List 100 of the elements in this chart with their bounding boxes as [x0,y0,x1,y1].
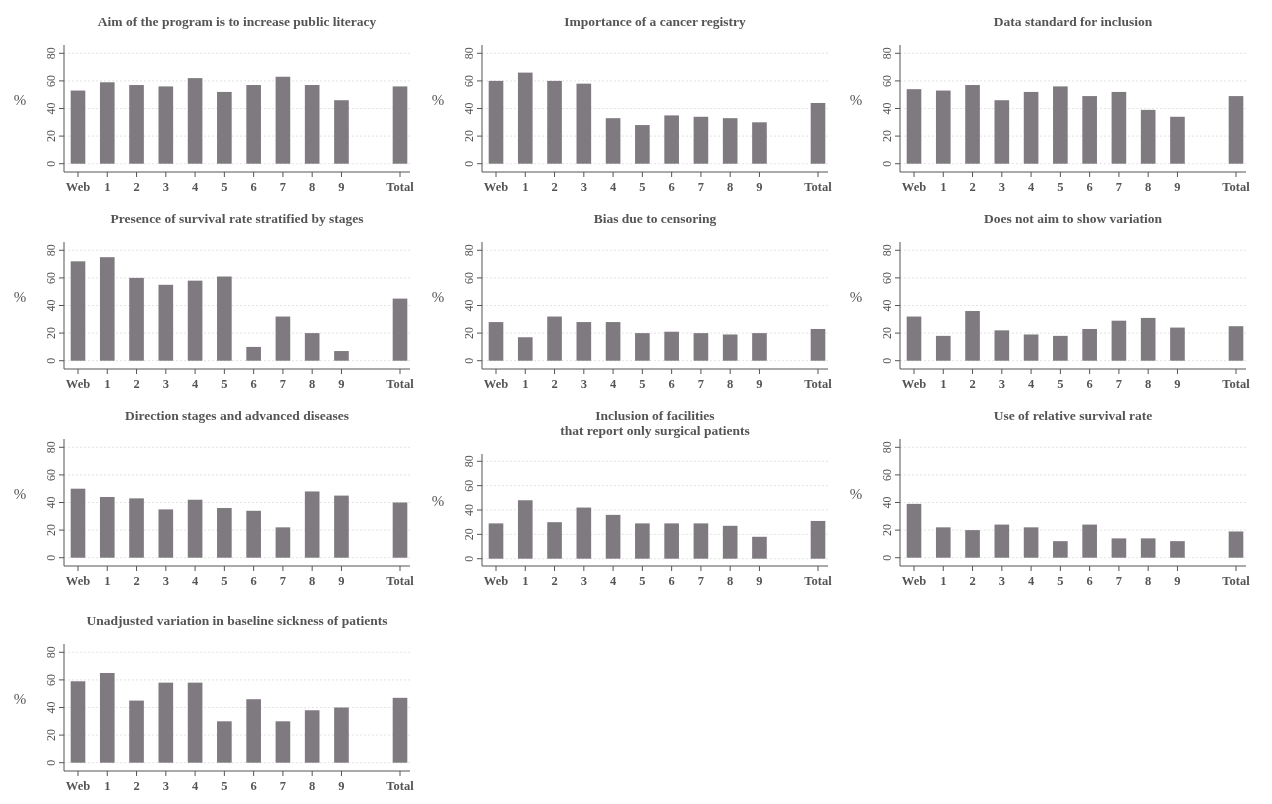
x-tick-label: Total [804,574,833,588]
y-tick-label: 20 [44,327,58,340]
x-tick-label: Web [65,779,91,793]
chart-title: Inclusion of facilities that report only surgical patients [560,408,750,438]
y-axis-title: % [431,91,445,108]
x-tick-label: 3 [580,574,587,588]
y-tick-label: 20 [44,130,58,143]
y-tick-label: 60 [462,74,476,87]
bar [1111,538,1127,558]
x-tick-label: 2 [133,574,140,588]
bar [935,90,951,164]
bar [664,331,679,361]
y-tick-label: 0 [462,160,476,167]
x-tick-label: 3 [162,180,169,194]
y-axis-title: % [13,91,27,108]
y-tick-label: 80 [880,244,894,257]
x-tick-label: 2 [969,180,976,194]
x-tick-label: 6 [668,574,675,588]
y-tick-label: 0 [880,160,894,167]
chart-title: Unadjusted variation in baseline sickness of patients [86,613,388,628]
y-tick-label: 80 [44,244,58,257]
y-tick-label: 80 [462,244,476,257]
x-tick-label: 1 [104,574,111,588]
bar [488,523,504,559]
bar [547,80,562,164]
bar [517,72,533,164]
bar [334,351,349,361]
x-tick-label: Total [804,180,833,194]
bar [664,523,679,559]
y-tick-label: 0 [880,357,894,364]
y-tick-label: 60 [880,468,894,481]
y-tick-label: 20 [462,130,476,143]
x-tick-label: Total [386,574,415,588]
bar [275,527,291,558]
x-tick-label: 8 [1145,574,1152,588]
bar [722,118,738,164]
x-tick-label: 4 [609,574,617,588]
x-tick-label: 5 [1057,377,1064,391]
bar [334,707,349,763]
bar [129,277,144,361]
bar [217,276,232,361]
bar [722,525,738,559]
bar [217,721,232,763]
y-tick-label: 0 [880,554,894,561]
x-tick-label: 5 [639,377,646,391]
x-tick-label: 9 [338,574,345,588]
chart-title: Presence of survival rate stratified by stages [110,211,364,226]
bar [187,499,203,558]
y-tick-label: 0 [44,160,58,167]
y-tick-label: 20 [44,729,58,742]
bar [1082,328,1097,361]
y-axis-title: % [13,690,27,707]
x-tick-label: 6 [250,779,257,793]
bar [965,311,980,361]
bar [635,125,650,164]
x-tick-label: 4 [1027,180,1035,194]
y-tick-label: 60 [880,271,894,284]
x-tick-label: 6 [668,377,675,391]
x-tick-label: 9 [1174,180,1181,194]
bar [1170,116,1185,164]
bar [158,284,174,361]
bar [334,100,349,164]
bar [722,334,738,361]
y-axis-title: % [849,91,863,108]
x-tick-label: 7 [697,377,705,391]
y-axis-title: % [849,288,863,305]
x-tick-label: 2 [551,574,558,588]
y-tick-label: 0 [462,555,476,562]
x-tick-label: 3 [998,574,1005,588]
y-tick-label: 0 [44,554,58,561]
bar [1228,96,1244,164]
x-tick-label: Web [65,377,91,391]
bar [129,700,144,763]
bar [906,89,922,164]
x-tick-label: 7 [279,574,287,588]
bar [246,699,261,763]
bar [547,316,562,361]
x-tick-label: Total [1222,574,1251,588]
x-tick-label: 5 [221,377,228,391]
y-tick-label: 80 [44,47,58,60]
bar [517,500,533,559]
bar [70,90,86,164]
bar [994,100,1010,164]
bar [1140,538,1156,558]
x-tick-label: 8 [1145,377,1152,391]
bar [810,328,826,361]
bar [635,333,650,361]
y-tick-label: 60 [880,74,894,87]
bar [1170,327,1185,361]
x-tick-label: 8 [309,377,316,391]
bar [1140,317,1156,361]
x-tick-label: 5 [1057,180,1064,194]
x-tick-label: 9 [338,779,345,793]
chart-title: Aim of the program is to increase public literacy [97,14,377,29]
x-tick-label: 2 [969,377,976,391]
y-tick-label: 40 [44,102,58,115]
x-tick-label: 5 [221,574,228,588]
x-tick-label: 7 [279,779,287,793]
x-tick-label: Web [65,574,91,588]
x-tick-label: 7 [1115,180,1123,194]
